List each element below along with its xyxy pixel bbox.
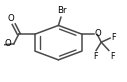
- Text: Br: Br: [57, 6, 66, 15]
- Text: F: F: [93, 52, 98, 61]
- Text: F: F: [111, 33, 116, 42]
- Text: O: O: [95, 29, 102, 38]
- Text: O: O: [7, 14, 14, 23]
- Text: O: O: [4, 39, 11, 48]
- Text: F: F: [110, 52, 114, 61]
